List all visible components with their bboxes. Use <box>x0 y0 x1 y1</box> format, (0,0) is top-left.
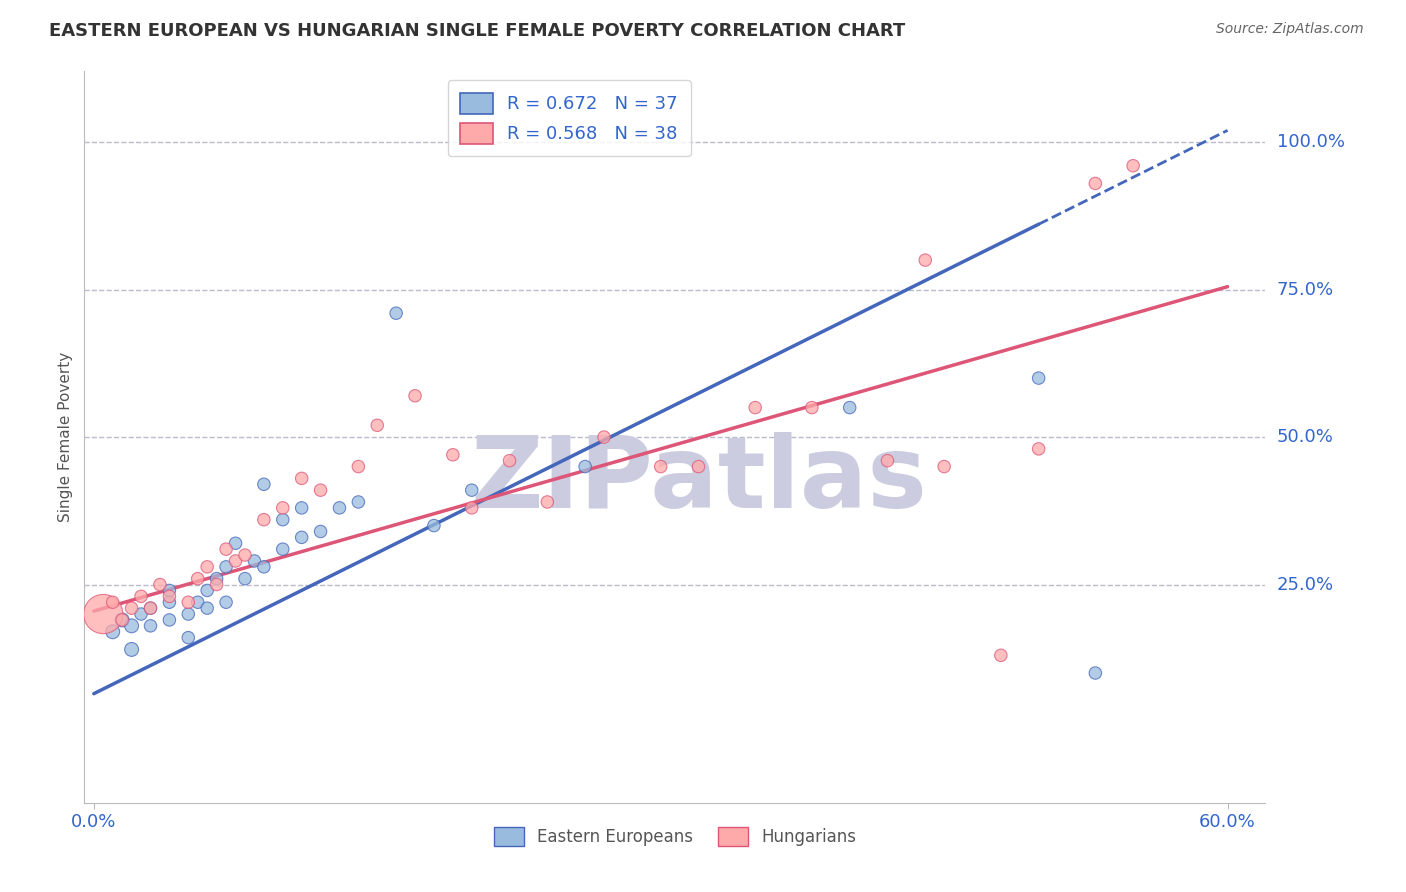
Point <box>404 389 426 403</box>
Point <box>291 500 314 515</box>
Point <box>225 554 247 568</box>
Point <box>876 453 898 467</box>
Point <box>157 613 180 627</box>
Text: 50.0%: 50.0% <box>1277 428 1333 446</box>
Point <box>498 453 520 467</box>
Point <box>139 601 162 615</box>
Point <box>271 513 294 527</box>
Point <box>441 448 464 462</box>
Point <box>253 477 276 491</box>
Point <box>309 524 332 539</box>
Point <box>271 542 294 557</box>
Point <box>187 572 209 586</box>
Point <box>157 590 180 604</box>
Point <box>121 601 143 615</box>
Point <box>215 542 238 557</box>
Text: EASTERN EUROPEAN VS HUNGARIAN SINGLE FEMALE POVERTY CORRELATION CHART: EASTERN EUROPEAN VS HUNGARIAN SINGLE FEM… <box>49 22 905 40</box>
Point <box>800 401 823 415</box>
Point <box>177 631 200 645</box>
Point <box>195 559 218 574</box>
Point <box>271 500 294 515</box>
Point <box>233 572 256 586</box>
Point <box>121 642 143 657</box>
Point <box>139 601 162 615</box>
Point <box>225 536 247 550</box>
Point <box>461 483 484 498</box>
Point <box>129 607 152 621</box>
Point <box>149 577 172 591</box>
Point <box>536 495 558 509</box>
Point <box>990 648 1012 663</box>
Point <box>177 607 200 621</box>
Point <box>328 500 350 515</box>
Point <box>253 513 276 527</box>
Text: Source: ZipAtlas.com: Source: ZipAtlas.com <box>1216 22 1364 37</box>
Text: ZIPatlas: ZIPatlas <box>470 433 927 530</box>
Point <box>366 418 388 433</box>
Text: 75.0%: 75.0% <box>1277 281 1334 299</box>
Point <box>385 306 408 320</box>
Point <box>195 601 218 615</box>
Point <box>111 613 134 627</box>
Y-axis label: Single Female Poverty: Single Female Poverty <box>58 352 73 522</box>
Point <box>744 401 766 415</box>
Point <box>195 583 218 598</box>
Text: 25.0%: 25.0% <box>1277 575 1334 593</box>
Point <box>215 559 238 574</box>
Point <box>243 554 266 568</box>
Point <box>934 459 956 474</box>
Point <box>347 459 370 474</box>
Point <box>1028 371 1050 385</box>
Point <box>291 471 314 485</box>
Point <box>101 624 124 639</box>
Point <box>423 518 446 533</box>
Point <box>291 530 314 544</box>
Point <box>650 459 672 474</box>
Point <box>205 572 228 586</box>
Point <box>1122 159 1144 173</box>
Point <box>347 495 370 509</box>
Point <box>139 619 162 633</box>
Point <box>215 595 238 609</box>
Point <box>177 595 200 609</box>
Point <box>574 459 596 474</box>
Point <box>1028 442 1050 456</box>
Point <box>309 483 332 498</box>
Point <box>187 595 209 609</box>
Point <box>205 577 228 591</box>
Point <box>157 583 180 598</box>
Point <box>157 595 180 609</box>
Point <box>101 595 124 609</box>
Point <box>838 401 860 415</box>
Point <box>914 253 936 268</box>
Point <box>1084 177 1107 191</box>
Text: 100.0%: 100.0% <box>1277 133 1344 151</box>
Point <box>253 559 276 574</box>
Point <box>1084 666 1107 681</box>
Point <box>688 459 710 474</box>
Point <box>121 619 143 633</box>
Point <box>233 548 256 562</box>
Point <box>461 500 484 515</box>
Point <box>593 430 616 444</box>
Point <box>129 590 152 604</box>
Legend: Eastern Europeans, Hungarians: Eastern Europeans, Hungarians <box>486 821 863 853</box>
Point <box>111 613 134 627</box>
Point <box>91 607 114 621</box>
